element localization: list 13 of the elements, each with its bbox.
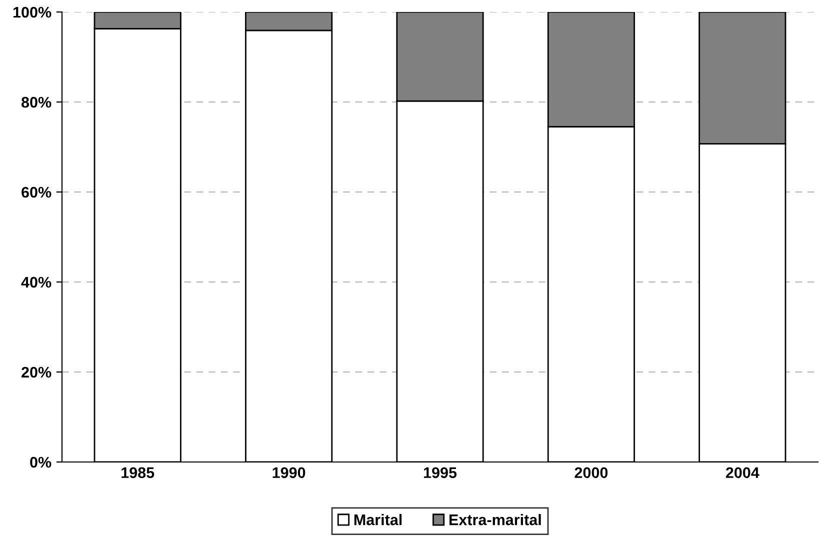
x-tick-label: 1995 <box>424 467 457 478</box>
y-tick-label: 40% <box>21 276 52 288</box>
legend-label: Marital <box>354 514 402 526</box>
x-tick-label: 2000 <box>574 467 608 478</box>
y-tick-label: 60% <box>22 186 52 198</box>
y-tick-label: 0% <box>30 456 52 468</box>
x-tick-label: 2004 <box>726 467 760 478</box>
y-tick-label: 100% <box>13 6 52 18</box>
legend-label: Extra-marital <box>449 514 541 526</box>
y-tick-label: 80% <box>21 96 52 108</box>
x-tick-label: 1990 <box>272 467 306 478</box>
x-tick-label: 1985 <box>122 467 154 478</box>
y-tick-label: 20% <box>22 366 52 378</box>
